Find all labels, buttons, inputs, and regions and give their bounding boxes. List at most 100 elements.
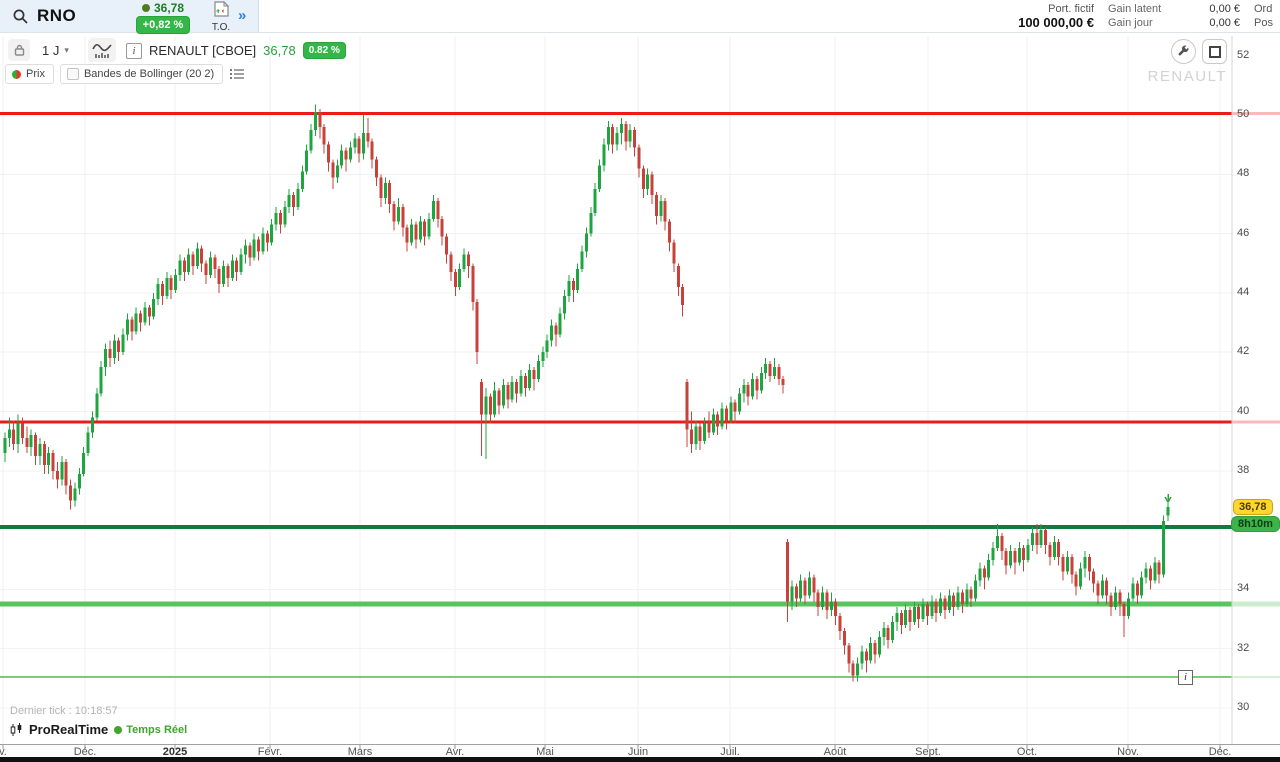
- candle[interactable]: [816, 589, 820, 617]
- candle[interactable]: [1022, 544, 1026, 572]
- candle[interactable]: [864, 648, 868, 673]
- candle[interactable]: [558, 307, 562, 338]
- candle[interactable]: [239, 248, 243, 276]
- candle[interactable]: [615, 126, 619, 151]
- candle[interactable]: [331, 159, 335, 190]
- candle[interactable]: [947, 589, 951, 614]
- candle[interactable]: [676, 263, 680, 296]
- candle[interactable]: [38, 438, 42, 465]
- candle[interactable]: [1127, 592, 1131, 620]
- candle[interactable]: [458, 263, 462, 290]
- candle[interactable]: [921, 598, 925, 623]
- candle[interactable]: [278, 209, 282, 234]
- candle[interactable]: [7, 417, 11, 448]
- candle[interactable]: [917, 604, 921, 628]
- candle[interactable]: [160, 281, 164, 305]
- candle[interactable]: [1109, 592, 1113, 617]
- candle[interactable]: [248, 242, 252, 267]
- candle[interactable]: [895, 607, 899, 631]
- candle[interactable]: [602, 138, 606, 172]
- candle[interactable]: [401, 203, 405, 237]
- candle[interactable]: [292, 192, 296, 216]
- candle[interactable]: [370, 138, 374, 169]
- candle[interactable]: [519, 369, 523, 397]
- candle[interactable]: [34, 432, 38, 465]
- candle[interactable]: [51, 450, 55, 480]
- candle[interactable]: [628, 123, 632, 148]
- candle[interactable]: [1135, 580, 1139, 605]
- chart-type-button[interactable]: [88, 38, 116, 62]
- candle[interactable]: [195, 242, 199, 270]
- candle[interactable]: [1039, 524, 1043, 548]
- candle[interactable]: [856, 657, 860, 682]
- candle[interactable]: [313, 104, 317, 136]
- candle[interactable]: [121, 328, 125, 356]
- candle[interactable]: [1079, 562, 1083, 590]
- candle[interactable]: [12, 420, 16, 451]
- candle[interactable]: [16, 414, 20, 454]
- candle[interactable]: [383, 177, 387, 204]
- candle[interactable]: [497, 387, 501, 415]
- candle[interactable]: [737, 387, 741, 415]
- candle[interactable]: [982, 565, 986, 590]
- candle[interactable]: [711, 408, 715, 436]
- candle[interactable]: [908, 607, 912, 631]
- candle[interactable]: [974, 574, 978, 602]
- legend-price-chip[interactable]: Prix: [5, 64, 54, 84]
- candle[interactable]: [480, 378, 484, 456]
- candle[interactable]: [112, 334, 116, 365]
- candle[interactable]: [257, 236, 261, 261]
- candle[interactable]: [1105, 577, 1109, 605]
- candle[interactable]: [484, 387, 488, 459]
- search-icon[interactable]: [12, 8, 29, 25]
- candle[interactable]: [191, 251, 195, 276]
- candle[interactable]: [925, 601, 929, 625]
- candle[interactable]: [1061, 553, 1065, 581]
- candle[interactable]: [829, 592, 833, 617]
- candle[interactable]: [904, 604, 908, 628]
- candle[interactable]: [187, 248, 191, 276]
- candle[interactable]: [506, 381, 510, 409]
- candle[interactable]: [807, 571, 811, 599]
- candle[interactable]: [252, 233, 256, 261]
- candle[interactable]: [340, 144, 344, 169]
- candle[interactable]: [1048, 541, 1052, 566]
- candle[interactable]: [952, 592, 956, 617]
- candle[interactable]: [536, 355, 540, 382]
- candle[interactable]: [786, 538, 790, 623]
- candle[interactable]: [375, 156, 379, 187]
- maximize-button[interactable]: [1202, 39, 1227, 64]
- candle[interactable]: [445, 233, 449, 264]
- candle[interactable]: [1074, 571, 1078, 596]
- candle[interactable]: [794, 583, 798, 608]
- candle[interactable]: [821, 586, 825, 611]
- candle[interactable]: [200, 245, 204, 273]
- candle[interactable]: [838, 613, 842, 640]
- candle[interactable]: [104, 343, 108, 376]
- candle[interactable]: [812, 574, 816, 602]
- candle[interactable]: [55, 461, 59, 489]
- candle[interactable]: [960, 589, 964, 614]
- candle[interactable]: [912, 601, 916, 625]
- candle[interactable]: [742, 378, 746, 403]
- candle[interactable]: [1157, 559, 1161, 584]
- candle[interactable]: [550, 319, 553, 347]
- candle[interactable]: [42, 441, 46, 474]
- candle[interactable]: [860, 645, 864, 670]
- candle[interactable]: [353, 132, 357, 154]
- candle[interactable]: [235, 257, 239, 282]
- candle[interactable]: [453, 269, 457, 296]
- indicator-list-icon[interactable]: [229, 67, 245, 81]
- candle[interactable]: [720, 402, 724, 430]
- candle[interactable]: [29, 429, 33, 456]
- candle[interactable]: [300, 165, 304, 193]
- candle[interactable]: [410, 218, 414, 246]
- candle[interactable]: [1083, 550, 1087, 578]
- candle[interactable]: [965, 583, 969, 608]
- candle[interactable]: [60, 455, 64, 486]
- candle[interactable]: [777, 364, 781, 385]
- candle[interactable]: [834, 598, 838, 625]
- candle[interactable]: [90, 411, 94, 439]
- orders-tab[interactable]: Ord: [1254, 3, 1273, 15]
- candle[interactable]: [873, 639, 877, 664]
